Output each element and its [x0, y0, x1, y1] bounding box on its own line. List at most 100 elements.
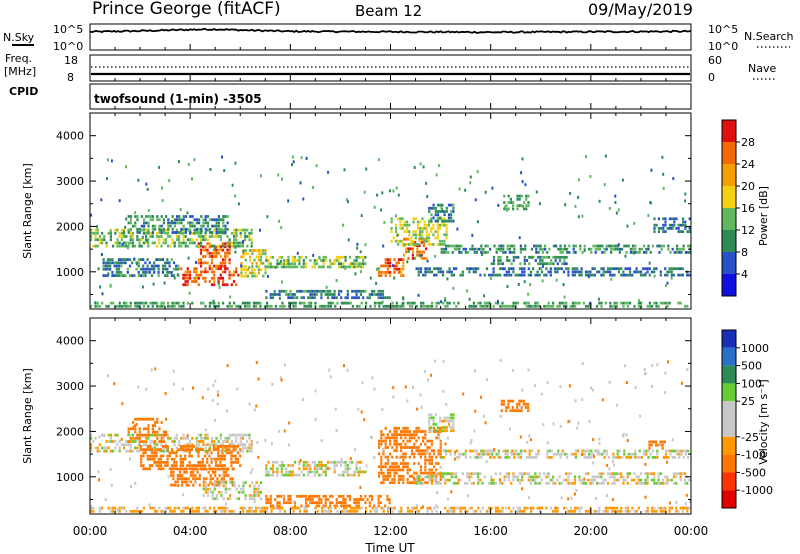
nsearch-label: N.Search: [744, 30, 794, 43]
x-tick-label-6: 00:00: [674, 524, 709, 538]
power-heatmap: [90, 154, 691, 308]
x-tick-label-2: 08:00: [273, 524, 308, 538]
velocity-colorbar-tick-2: 100: [741, 377, 762, 390]
noise-panel: N.Sky 10^5 10^0 10^5 10^0 N.Search: [3, 23, 794, 53]
velocity-colorbar-segment-9: [722, 490, 736, 508]
velocity-colorbar-tick-6: -500: [741, 466, 766, 479]
velocity-colorbar-frame: [721, 329, 737, 509]
power-colorbar-segment-4: [722, 186, 736, 208]
velocity-region-3: [127, 417, 168, 443]
power-colorbar-segment-6: [722, 142, 736, 164]
power-region-7: [265, 289, 391, 300]
velocity-region-11: [500, 399, 530, 413]
noise-left-top-tick: 10^5: [53, 23, 83, 36]
power-y-tick-label-3: 1000: [56, 266, 84, 279]
velocity-colorbar-label: Velocity [m s⁻¹]: [757, 379, 770, 464]
freq-label-line2: [MHz]: [4, 65, 36, 78]
noise-left-bottom-tick: 10^0: [53, 40, 83, 53]
velocity-colorbar-tick-5: -100: [741, 449, 766, 462]
freq-top-tick: 18: [64, 54, 78, 67]
x-tick-label-0: 00:00: [73, 524, 108, 538]
x-axis: 00:00 04:00 08:00 12:00 16:00 20:00 00:00: [73, 44, 709, 538]
nave-top-tick: 60: [708, 54, 722, 67]
power-colorbar: 28 24 20 16 12 8 4: [721, 119, 755, 297]
station-title: Prince George (fitACF): [92, 0, 281, 19]
power-colorbar-segment-2: [722, 230, 736, 252]
power-ylabel: Slant Range [km]: [21, 163, 34, 259]
power-colorbar-segment-7: [722, 120, 736, 142]
velocity-region-6: [265, 494, 391, 508]
power-colorbar-tick-2: 20: [741, 180, 755, 193]
velocity-y-tick-label-1: 3000: [56, 380, 84, 393]
date-label: 09/May/2019: [588, 0, 693, 19]
velocity-colorbar-tick-1: 500: [741, 360, 762, 373]
cpid-text: twofsound (1-min) -3505: [94, 92, 262, 106]
velocity-y-tick-label-2: 2000: [56, 425, 84, 438]
noise-series-line: [89, 27, 692, 34]
velocity-colorbar-segment-0: [722, 330, 736, 348]
velocity-colorbar-segment-8: [722, 472, 736, 491]
nave-bottom-tick: 0: [708, 71, 715, 84]
velocity-region-13: [90, 506, 691, 513]
velocity-colorbar-segment-5: [722, 419, 736, 437]
power-region-1: [127, 215, 229, 234]
velocity-region-4: [202, 481, 263, 501]
velocity-y-tick-label-3: 1000: [56, 471, 84, 484]
x-tick-label-5: 20:00: [574, 524, 609, 538]
velocity-heatmap: [90, 358, 691, 513]
power-colorbar-tick-5: 8: [741, 246, 748, 259]
velocity-colorbar-tick-0: 1000: [741, 342, 769, 355]
velocity-y-tick-label-0: 4000: [56, 335, 84, 348]
velocity-colorbar-tick-3: 25: [741, 395, 755, 408]
velocity-region-10: [415, 472, 691, 485]
power-colorbar-segment-0: [722, 274, 736, 296]
power-region-2: [180, 267, 240, 287]
power-colorbar-tick-1: 24: [741, 158, 755, 171]
freq-panel: Freq. [MHz] 18 8 60 0 Nave CPID: [4, 52, 776, 98]
velocity-colorbar-segment-3: [722, 383, 736, 402]
power-colorbar-tick-6: 4: [741, 268, 748, 281]
power-region-14: [490, 255, 568, 266]
noise-right-bottom-tick: 10^0: [708, 40, 738, 53]
power-colorbar-segment-1: [722, 252, 736, 274]
freq-bottom-tick: 8: [67, 71, 74, 84]
velocity-colorbar-tick-7: -1000: [741, 484, 773, 497]
velocity-colorbar-segment-2: [722, 365, 736, 384]
power-colorbar-tick-4: 12: [741, 224, 755, 237]
power-scatter: [90, 154, 688, 306]
velocity-ylabel: Slant Range [km]: [21, 368, 34, 464]
power-colorbar-segment-3: [722, 208, 736, 230]
power-region-6: [265, 255, 367, 269]
power-y-tick-label-1: 3000: [56, 175, 84, 188]
noise-right-top-tick: 10^5: [708, 23, 738, 36]
velocity-colorbar: 1000 500 100 25 -25 -100 -500 -1000: [721, 329, 773, 509]
power-colorbar-tick-0: 28: [741, 136, 755, 149]
velocity-region-8: [428, 413, 455, 433]
velocity-colorbar-segment-4: [722, 401, 736, 419]
velocity-axis: 4000 3000 2000 1000: [56, 317, 691, 500]
velocity-scatter: [90, 358, 691, 512]
velocity-panel: 4000 3000 2000 1000 Slant Range [km] 1000 50…: [21, 317, 773, 515]
velocity-colorbar-tick-4: -25: [741, 431, 759, 444]
power-region-13: [415, 267, 691, 277]
power-panel: 4000 3000 2000 1000 Slant Range [km] 28 24 20…: [21, 112, 770, 310]
power-y-tick-label-0: 4000: [56, 130, 84, 143]
power-region-12: [440, 244, 691, 254]
velocity-colorbar-segment-7: [722, 454, 736, 473]
velocity-region-1: [140, 445, 242, 471]
nsky-label: N.Sky: [3, 31, 35, 44]
power-region-11: [428, 203, 455, 223]
power-y-tick-label-2: 2000: [56, 220, 84, 233]
freq-label-line1: Freq.: [5, 52, 32, 65]
velocity-colorbar-segment-1: [722, 347, 736, 366]
power-colorbar-label: Power [dB]: [757, 186, 770, 246]
nave-label: Nave: [748, 62, 776, 75]
x-tick-label-1: 04:00: [173, 524, 208, 538]
x-tick-label-4: 16:00: [473, 524, 508, 538]
beam-label: Beam 12: [355, 2, 422, 20]
power-region-3: [197, 242, 231, 268]
power-axis: 4000 3000 2000 1000: [56, 112, 691, 295]
power-region-8: [378, 258, 405, 277]
x-axis-label: Time UT: [364, 541, 415, 554]
